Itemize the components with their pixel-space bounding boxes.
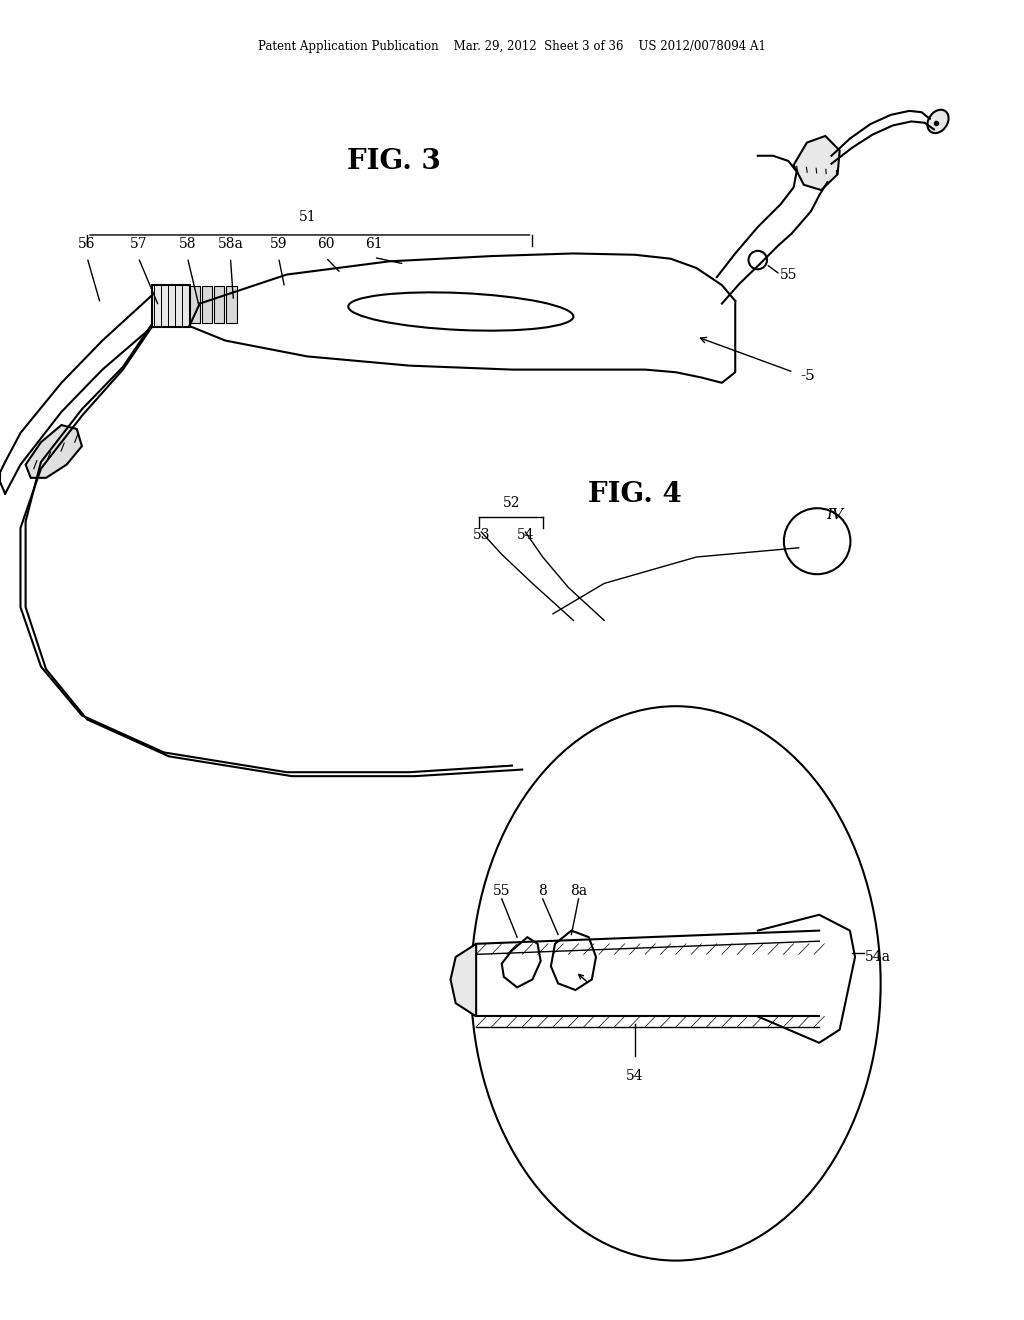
Text: 60: 60 — [316, 236, 335, 251]
Text: IV: IV — [826, 508, 843, 521]
Bar — [226, 286, 237, 323]
Text: 57: 57 — [129, 236, 147, 251]
Text: 8a: 8a — [570, 883, 587, 898]
Text: 54a: 54a — [865, 950, 891, 964]
Ellipse shape — [928, 110, 948, 133]
Bar — [202, 286, 212, 323]
Text: 51: 51 — [298, 210, 316, 224]
Text: 53: 53 — [472, 528, 490, 543]
Text: 56: 56 — [78, 236, 96, 251]
Polygon shape — [794, 136, 840, 190]
Ellipse shape — [784, 508, 850, 574]
Text: 54: 54 — [626, 1069, 644, 1084]
Ellipse shape — [749, 251, 767, 269]
Text: 55: 55 — [493, 883, 511, 898]
Ellipse shape — [348, 292, 573, 331]
Bar — [214, 286, 224, 323]
Text: -5: -5 — [801, 370, 815, 383]
Polygon shape — [451, 944, 476, 1016]
Text: 59: 59 — [269, 236, 288, 251]
Text: 55: 55 — [780, 268, 798, 281]
Text: Patent Application Publication    Mar. 29, 2012  Sheet 3 of 36    US 2012/007809: Patent Application Publication Mar. 29, … — [258, 40, 766, 53]
Polygon shape — [551, 931, 596, 990]
Text: 52: 52 — [503, 495, 521, 510]
Text: 58a: 58a — [217, 236, 244, 251]
Polygon shape — [502, 937, 541, 987]
Text: 54: 54 — [516, 528, 535, 543]
Text: 61: 61 — [365, 236, 383, 251]
Text: FIG. 4: FIG. 4 — [588, 482, 682, 508]
Bar — [189, 286, 200, 323]
Bar — [152, 285, 190, 327]
Ellipse shape — [471, 706, 881, 1261]
Text: 58: 58 — [178, 236, 197, 251]
Text: FIG. 3: FIG. 3 — [347, 148, 441, 174]
Polygon shape — [26, 425, 82, 478]
Text: 8: 8 — [539, 883, 547, 898]
